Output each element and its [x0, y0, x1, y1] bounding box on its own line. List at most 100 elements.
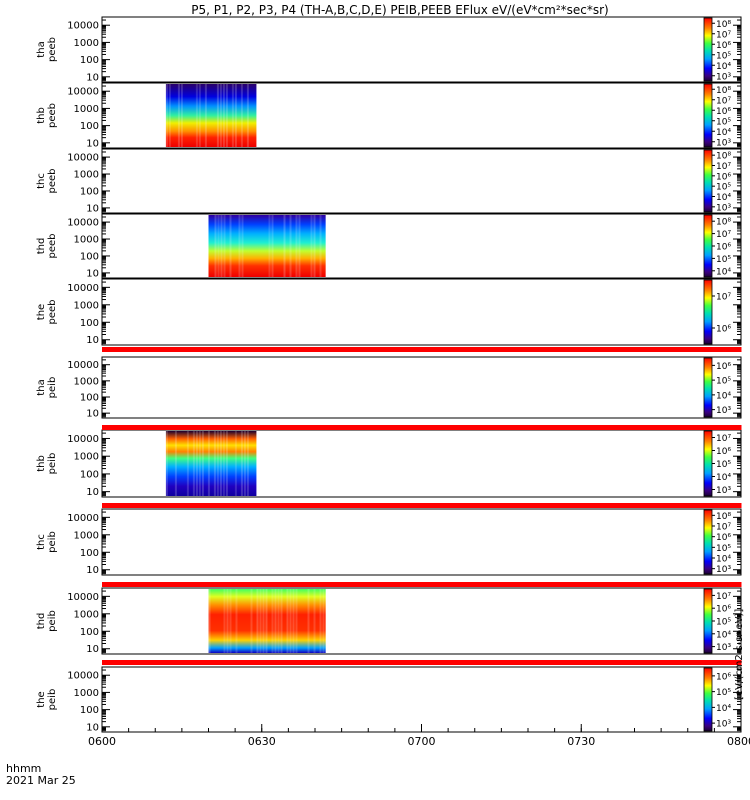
y-tick-label: 10000: [67, 592, 99, 603]
spectrogram-texture-line: [220, 215, 223, 277]
x-tick-label: 0800: [727, 735, 750, 748]
colorbar-tick-label: 10⁷: [716, 30, 731, 40]
panel-product-label: peib: [47, 377, 58, 399]
panel-the-peeb: thepeeb 10 100 1000 10000 10⁶ 10⁷: [36, 278, 742, 346]
y-tick-label: 100: [80, 548, 99, 559]
spectrogram-texture-line: [268, 215, 271, 277]
panel-thd-peeb: thdpeeb 10 100 1000 10000 10⁴ 10⁵ 10⁶ 10⁷ 10⁸: [36, 213, 742, 279]
y-tick-label: 10000: [67, 87, 99, 98]
y-tick-label: 100: [80, 186, 99, 197]
x-tick-label: 0600: [88, 735, 116, 748]
panel-y-label: thepeeb: [36, 300, 58, 325]
y-tick-label: 100: [80, 251, 99, 262]
spectrogram-texture-line: [286, 589, 289, 653]
panel-product-label: peeb: [47, 103, 58, 128]
spectrogram-data-block: [208, 589, 326, 653]
spectrogram-texture-line: [319, 589, 322, 653]
panel-y-label: thbpeib: [36, 453, 58, 475]
spectrogram-texture-line: [208, 589, 211, 653]
panel-probe-label: thb: [36, 107, 47, 124]
colorbar-tick-label: 10⁴: [716, 267, 731, 277]
spectrogram-texture-line: [289, 215, 292, 277]
red-gap-band: [102, 582, 742, 587]
y-tick-label: 10000: [67, 218, 99, 229]
colorbar-tick-label: 10⁷: [716, 162, 731, 172]
spectrogram-texture-line: [271, 215, 274, 277]
colorbar-tick-label: 10⁷: [716, 523, 731, 533]
spectrogram-texture-line: [229, 215, 232, 277]
colorbar-tick-label: 10⁴: [716, 128, 731, 138]
colorbar-tick-label: 10⁷: [716, 434, 731, 444]
spectrogram-texture-line: [165, 431, 168, 496]
red-gap-band: [102, 347, 742, 352]
colorbar-tick-label: 10⁶: [716, 672, 731, 682]
colorbar-tick-label: 10⁷: [716, 230, 731, 240]
y-tick-label: 10: [86, 409, 99, 420]
panel-thb-peib: thbpeib 10 100 1000 10000 10³ 10⁴ 10⁵ 10⁶ 10⁷: [36, 429, 742, 498]
colorbar-tick-label: 10⁷: [716, 592, 731, 602]
spectrogram-texture-line: [280, 589, 283, 653]
colorbar: [703, 149, 713, 213]
y-tick-label: 10000: [67, 283, 99, 294]
colorbar-tick-label: 10³: [716, 203, 731, 213]
panel-thd-peib: thdpeib 10 100 1000 10000 10³ 10⁴ 10⁵ 10⁶ 10⁷: [36, 587, 742, 655]
plot-background: [102, 214, 741, 278]
spectrogram-texture-line: [204, 84, 207, 147]
colorbar-tick-label: 10⁷: [716, 293, 731, 303]
spectrogram-texture-line: [198, 431, 201, 496]
spectrogram-texture-line: [298, 215, 301, 277]
colorbar-tick-label: 10³: [716, 643, 731, 653]
spectrogram-texture-line: [213, 431, 216, 496]
x-axis: hhmm 2021 Mar 25 0600 0630 0700 0730 0800: [6, 724, 750, 787]
colorbar-tick-label: 10⁵: [716, 460, 731, 470]
spectrogram-texture-line: [219, 431, 222, 496]
y-tick-label: 10000: [67, 153, 99, 164]
x-tick-label: 0730: [567, 735, 595, 748]
colorbar-tick-label: 10⁸: [716, 218, 731, 228]
colorbar-tick-label: 10⁸: [716, 20, 731, 30]
colorbar-tick-label: 10⁵: [716, 183, 731, 193]
spectrogram-texture-line: [234, 84, 237, 147]
y-tick-label: 1000: [74, 235, 99, 246]
colorbar: [703, 357, 713, 418]
red-gap-band: [102, 425, 742, 430]
colorbar-tick-label: 10⁵: [716, 117, 731, 127]
spectrogram-texture-line: [259, 589, 262, 653]
spectrogram-texture-line: [223, 215, 226, 277]
spectrogram-texture-line: [274, 589, 277, 653]
colorbar-tick-label: 10⁵: [716, 618, 731, 628]
panel-product-label: peeb: [47, 234, 58, 259]
spectrogram-texture-line: [295, 215, 298, 277]
y-tick-label: 100: [80, 318, 99, 329]
plot-background: [102, 667, 741, 732]
colorbar-tick-label: 10⁸: [716, 152, 731, 162]
y-tick-label: 10: [86, 722, 99, 733]
panel-y-label: thapeib: [36, 377, 58, 399]
y-tick-label: 10: [86, 72, 99, 83]
y-tick-label: 1000: [74, 300, 99, 311]
colorbar-tick-label: 10⁵: [716, 377, 731, 387]
colorbar-tick-label: 10⁷: [716, 96, 731, 106]
red-gap-band: [102, 660, 742, 665]
spectrogram-texture-line: [292, 589, 295, 653]
panel-product-label: peeb: [47, 300, 58, 325]
spectrogram-texture-line: [165, 84, 168, 147]
panel-probe-label: thc: [36, 173, 47, 189]
colorbar: [703, 214, 713, 278]
colorbar: [703, 509, 713, 575]
spectrogram-texture-line: [246, 84, 249, 147]
colorbar-tick-label: 10⁵: [716, 51, 731, 61]
colorbar-tick-label: 10⁴: [716, 704, 731, 714]
spectrogram-texture-line: [195, 84, 198, 147]
plot-background: [102, 149, 741, 213]
y-tick-label: 10000: [67, 513, 99, 524]
spectrogram-texture-line: [313, 215, 316, 277]
panel-probe-label: the: [36, 691, 47, 707]
plot-background: [102, 279, 741, 345]
spectrogram-texture-line: [283, 215, 286, 277]
spectrogram-texture-line: [319, 215, 322, 277]
